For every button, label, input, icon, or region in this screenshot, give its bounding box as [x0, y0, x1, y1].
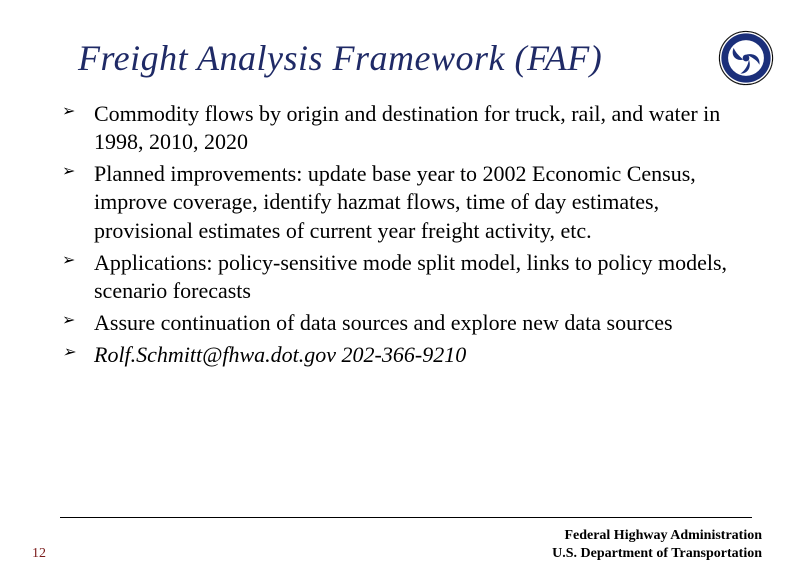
list-item: ➢ Applications: policy-sensitive mode sp…	[62, 249, 752, 305]
bullet-marker-icon: ➢	[62, 162, 75, 182]
bullet-text: Applications: policy-sensitive mode spli…	[94, 250, 727, 303]
dot-logo-icon	[718, 30, 774, 86]
bullet-text: Rolf.Schmitt@fhwa.dot.gov 202-366-9210	[94, 342, 466, 367]
list-item: ➢ Commodity flows by origin and destinat…	[62, 100, 752, 156]
title-row: Freight Analysis Framework (FAF)	[0, 30, 792, 86]
bullet-marker-icon: ➢	[62, 102, 75, 122]
content-area: ➢ Commodity flows by origin and destinat…	[62, 100, 752, 373]
footer-line-2: U.S. Department of Transportation	[552, 545, 762, 563]
bullet-marker-icon: ➢	[62, 251, 75, 271]
bullet-text: Commodity flows by origin and destinatio…	[94, 101, 720, 154]
footer: 12 Federal Highway Administration U.S. D…	[30, 527, 762, 562]
bullet-list: ➢ Commodity flows by origin and destinat…	[62, 100, 752, 369]
slide-title: Freight Analysis Framework (FAF)	[78, 37, 602, 79]
footer-line-1: Federal Highway Administration	[552, 527, 762, 545]
page-number: 12	[30, 546, 46, 562]
divider-line	[60, 517, 752, 518]
list-item: ➢ Planned improvements: update base year…	[62, 160, 752, 244]
bullet-marker-icon: ➢	[62, 311, 75, 331]
bullet-text: Assure continuation of data sources and …	[94, 310, 673, 335]
slide: Freight Analysis Framework (FAF)	[0, 0, 792, 576]
list-item: ➢ Rolf.Schmitt@fhwa.dot.gov 202-366-9210	[62, 341, 752, 369]
bullet-marker-icon: ➢	[62, 343, 75, 363]
list-item: ➢ Assure continuation of data sources an…	[62, 309, 752, 337]
footer-attribution: Federal Highway Administration U.S. Depa…	[552, 527, 762, 562]
bullet-text: Planned improvements: update base year t…	[94, 161, 696, 242]
